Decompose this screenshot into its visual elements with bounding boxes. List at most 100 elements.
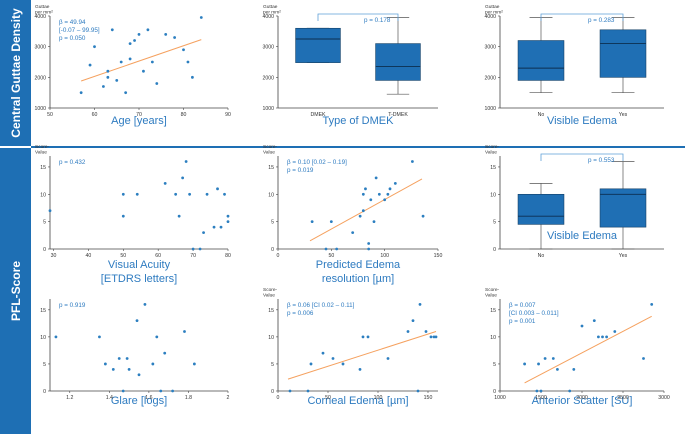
data-point	[164, 33, 168, 36]
panel-glare: 0 5 10 15 Glare [logs] 1.2 1.4 1.6 1.8 2 p = 0.919	[40, 299, 230, 407]
significance-bracket	[540, 13, 624, 21]
data-point	[434, 335, 438, 339]
data-point	[418, 303, 422, 306]
y-tick-label: 0	[271, 247, 274, 253]
data-point	[115, 79, 119, 82]
data-point	[537, 362, 540, 366]
category-label: No	[538, 112, 545, 118]
box-iqr	[517, 193, 565, 225]
data-point	[388, 187, 392, 191]
y-tick-label: 15	[490, 165, 496, 171]
y-tick-label: 15	[40, 308, 46, 314]
data-point	[48, 209, 52, 213]
stat-annotation: p = 0.919	[59, 302, 86, 309]
data-point	[128, 42, 132, 45]
data-point	[137, 373, 141, 377]
y-axis-label: per mm²	[263, 10, 281, 16]
y-axis-label: Score-	[263, 144, 278, 150]
y-tick-label: 10	[268, 335, 274, 341]
data-point	[358, 214, 362, 218]
data-point	[128, 57, 132, 61]
x-tick-label: 1000	[494, 395, 506, 401]
data-point	[568, 389, 572, 393]
data-point	[372, 220, 376, 224]
x-tick-label: 80	[225, 253, 231, 259]
data-point	[424, 330, 428, 333]
data-point	[406, 330, 410, 333]
x-tick-label: 0	[277, 395, 280, 401]
row-label-pfl-score: PFL-Score	[0, 148, 31, 434]
x-tick-label: 50	[120, 253, 126, 259]
x-tick-label: 60	[92, 112, 98, 118]
data-point	[432, 335, 436, 339]
data-point	[198, 247, 202, 251]
data-point	[133, 39, 136, 42]
x-axis-title: Corneal Edema [µm]	[307, 395, 408, 407]
category-label: Yes	[619, 112, 628, 118]
y-tick-label: 1000	[484, 106, 496, 112]
data-point	[135, 192, 139, 196]
data-point	[601, 335, 604, 339]
y-tick-label: 0	[493, 247, 496, 253]
row-label-guttae-density: Central Guttae Density	[0, 0, 31, 146]
x-tick-label: 1.4	[106, 395, 113, 401]
data-point	[88, 63, 92, 67]
data-point	[177, 214, 181, 218]
y-tick-label: 15	[40, 165, 46, 171]
panel-va: 0 5 10 15 Score-Value Visual Acuity [ETDRS let…	[35, 144, 231, 285]
data-point	[212, 225, 216, 229]
stat-annotation: β = 0.10 [0.02 – 0.19]	[287, 159, 347, 166]
data-point	[386, 357, 390, 360]
y-tick-label: 5	[493, 220, 496, 226]
data-point	[98, 335, 101, 339]
data-point	[163, 181, 167, 185]
y-tick-label: 10	[268, 192, 274, 198]
y-tick-label: 15	[490, 308, 496, 314]
category-label: Yes	[619, 253, 628, 259]
x-axis-title: Visible Edema	[547, 230, 618, 242]
data-point	[183, 330, 186, 333]
data-point	[416, 389, 420, 393]
data-point	[361, 209, 365, 213]
data-point	[182, 48, 185, 52]
data-point	[393, 181, 397, 185]
x-tick-label: 0	[277, 253, 280, 259]
data-point	[223, 192, 226, 196]
data-point	[543, 357, 547, 360]
row-divider	[31, 146, 685, 148]
data-point	[335, 247, 339, 251]
x-tick-label: 50	[328, 253, 334, 259]
x-tick-label: 60	[155, 253, 161, 259]
data-point	[321, 351, 325, 355]
data-point	[205, 192, 209, 196]
y-axis-label: Value	[485, 150, 497, 156]
data-point	[374, 176, 378, 180]
data-point	[199, 16, 203, 19]
data-point	[102, 85, 105, 88]
panel-corneal: 0 5 10 15 Score-Value Corneal Edema [µm] 0 50 10…	[263, 287, 438, 407]
stat-annotation: p = 0.432	[59, 159, 86, 166]
data-point	[151, 362, 155, 366]
data-point	[310, 220, 314, 224]
data-point	[106, 75, 110, 79]
y-tick-label: 3000	[484, 45, 496, 51]
p-value-label: p = 0.178	[364, 17, 391, 24]
category-label: DMEK	[311, 112, 327, 118]
box-iqr	[517, 40, 565, 81]
data-point	[110, 28, 114, 32]
data-point	[421, 214, 425, 218]
box-iqr	[599, 188, 647, 228]
y-axis-label: Guttae	[263, 4, 278, 10]
data-point	[535, 389, 539, 393]
y-tick-label: 3000	[34, 45, 46, 51]
data-point	[377, 192, 381, 196]
data-point	[613, 330, 617, 333]
x-tick-label: 90	[225, 112, 231, 118]
x-tick-label: 1.6	[145, 395, 152, 401]
p-value-label: p = 0.553	[588, 157, 615, 164]
stat-annotation: [CI 0.003 – 0.011]	[509, 310, 559, 317]
regression-line	[80, 39, 202, 82]
data-point	[142, 69, 145, 73]
